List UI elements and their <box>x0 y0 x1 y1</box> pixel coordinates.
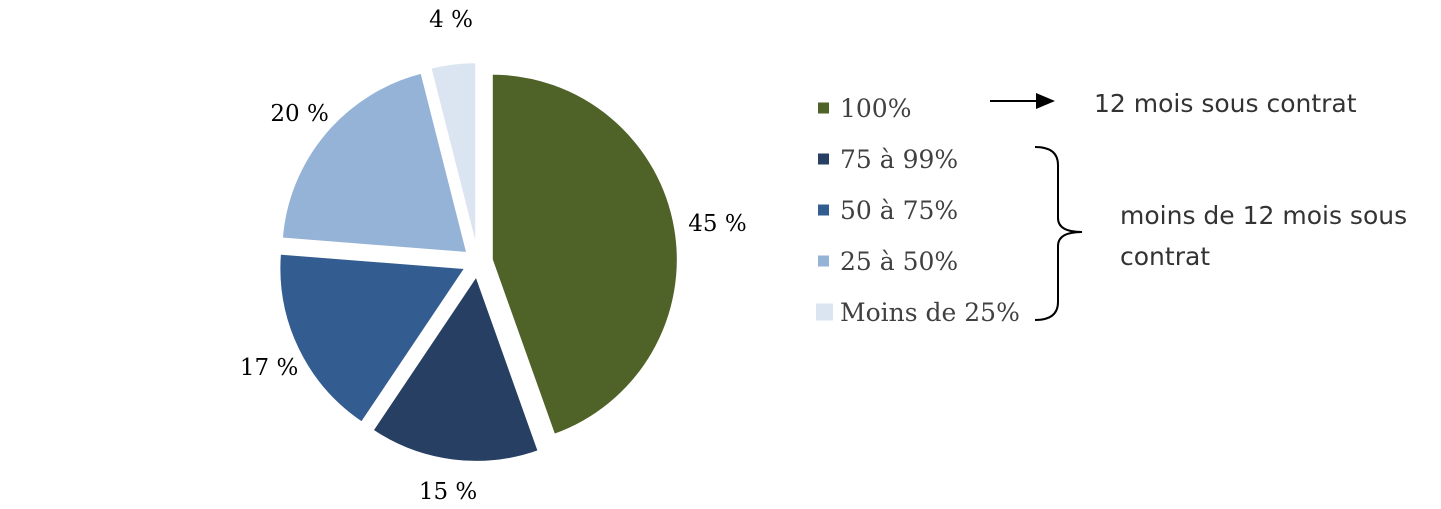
legend-label: 100% <box>840 94 911 123</box>
partial-contract-annotation-line1: moins de 12 mois sous <box>1120 201 1407 230</box>
pie-chart <box>278 61 679 463</box>
pie-slice <box>278 252 468 424</box>
data-label: 4 % <box>429 7 473 33</box>
data-label: 15 % <box>419 479 477 505</box>
legend-swatch <box>816 303 833 321</box>
data-label: 17 % <box>240 355 298 381</box>
legend-swatch <box>818 153 829 165</box>
arrow-head-icon <box>1036 93 1055 109</box>
legend-label: 75 à 99% <box>840 145 958 174</box>
legend-label: Moins de 25% <box>840 298 1020 327</box>
arrow-annotation <box>990 93 1055 109</box>
pie-slice <box>280 71 469 255</box>
partial-contract-annotation-line2: contrat <box>1120 242 1210 271</box>
legend-swatch <box>818 255 829 267</box>
legend: 100% 75 à 99% 50 à 75% 25 à 50% Moins de 25% <box>816 94 1020 327</box>
legend-swatch <box>818 204 829 216</box>
data-labels: 45 % 15 % 17 % 20 % 4 % <box>240 7 747 505</box>
pie-slice <box>490 72 679 437</box>
pie-slice <box>429 61 478 249</box>
legend-label: 50 à 75% <box>840 196 958 225</box>
pie-slice <box>371 273 540 463</box>
legend-swatch <box>818 102 829 114</box>
curly-brace-icon <box>1034 146 1083 321</box>
full-contract-annotation: 12 mois sous contrat <box>1094 89 1357 118</box>
data-label: 45 % <box>688 211 746 237</box>
legend-label: 25 à 50% <box>840 247 958 276</box>
data-label: 20 % <box>270 101 328 127</box>
